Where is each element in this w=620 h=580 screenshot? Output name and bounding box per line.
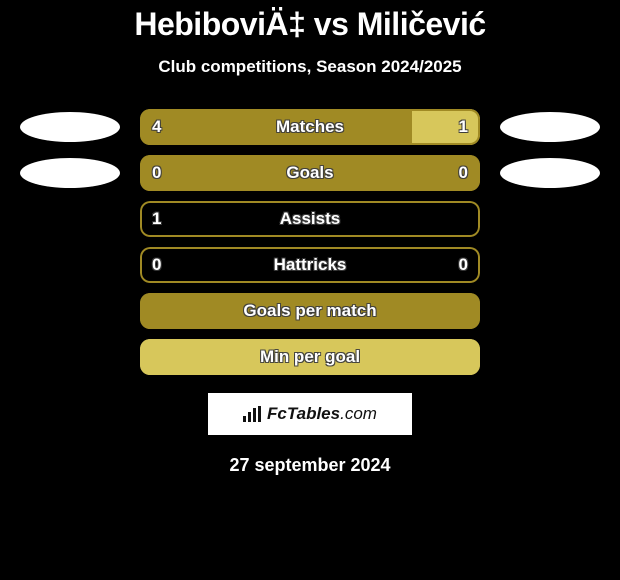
brand-bars-icon (243, 406, 261, 422)
stat-label: Assists (140, 201, 480, 237)
stat-label: Goals (140, 155, 480, 191)
stat-bar-min-per-goal: Min per goal (140, 339, 480, 375)
right-ellipse-icon (500, 112, 600, 142)
stat-row-hattricks: 00Hattricks (0, 247, 620, 283)
stat-bar-matches: 41Matches (140, 109, 480, 145)
subtitle: Club competitions, Season 2024/2025 (158, 57, 461, 77)
stat-label: Hattricks (140, 247, 480, 283)
left-ellipse-icon (20, 112, 120, 142)
stat-label: Goals per match (140, 293, 480, 329)
stat-row-matches: 41Matches (0, 109, 620, 145)
comparison-card: HebiboviÄ‡ vs Miličević Club competition… (0, 0, 620, 476)
brand-name: FcTables.com (267, 404, 377, 424)
stat-row-min-per-goal: Min per goal (0, 339, 620, 375)
stat-row-assists: 1Assists (0, 201, 620, 237)
stats-list: 41Matches 00Goals 1Assists 00Hattricks Goals… (0, 109, 620, 385)
stat-bar-assists: 1Assists (140, 201, 480, 237)
date-line: 27 september 2024 (229, 455, 390, 476)
brand-badge: FcTables.com (208, 393, 412, 435)
stat-label: Min per goal (140, 339, 480, 375)
stat-bar-goals: 00Goals (140, 155, 480, 191)
stat-bar-goals-per-match: Goals per match (140, 293, 480, 329)
stat-row-goals: 00Goals (0, 155, 620, 191)
left-ellipse-icon (20, 158, 120, 188)
right-ellipse-icon (500, 158, 600, 188)
stat-row-goals-per-match: Goals per match (0, 293, 620, 329)
stat-bar-hattricks: 00Hattricks (140, 247, 480, 283)
page-title: HebiboviÄ‡ vs Miličević (134, 6, 485, 43)
stat-label: Matches (140, 109, 480, 145)
